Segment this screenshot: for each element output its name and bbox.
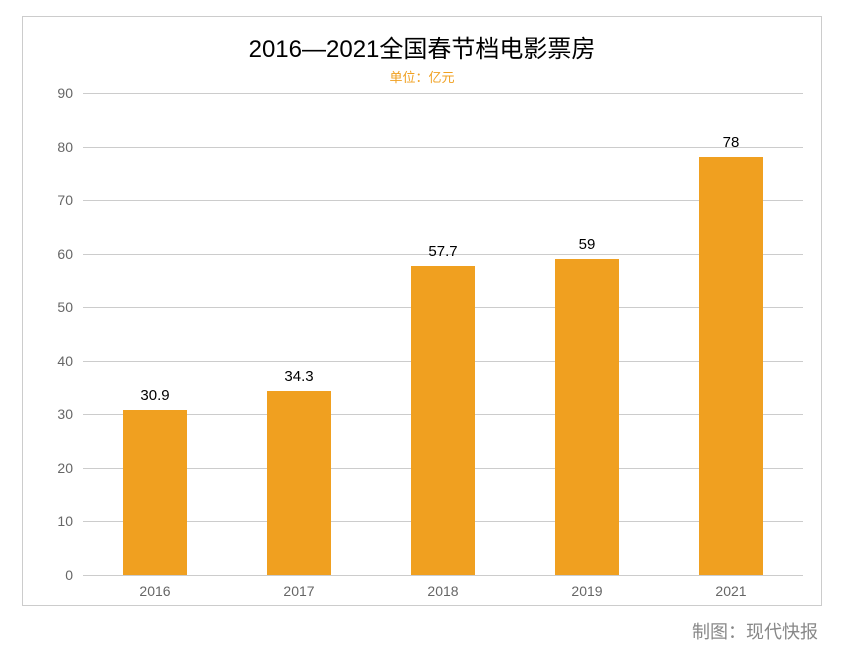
y-tick-label: 10 xyxy=(57,513,73,529)
y-tick-label: 90 xyxy=(57,85,73,101)
chart-container: 2016—2021全国春节档电影票房单位：亿元 30.9 34.3 57.7 59 78 0… xyxy=(22,16,822,606)
y-tick-label: 70 xyxy=(57,192,73,208)
y-tick-label: 40 xyxy=(57,353,73,369)
bar-value-label: 57.7 xyxy=(428,243,457,260)
x-tick-label: 2018 xyxy=(427,583,458,599)
x-tick-label: 2021 xyxy=(715,583,746,599)
bar-value-label: 59 xyxy=(579,236,596,253)
bar xyxy=(699,157,764,575)
gridline xyxy=(83,575,803,576)
bar-value-label: 34.3 xyxy=(284,368,313,385)
gridline xyxy=(83,93,803,94)
bar xyxy=(411,266,476,575)
plot-area: 30.9 34.3 57.7 59 78 xyxy=(83,93,803,575)
bar xyxy=(267,391,332,575)
y-tick-label: 80 xyxy=(57,139,73,155)
x-tick-label: 2017 xyxy=(283,583,314,599)
y-tick-label: 50 xyxy=(57,299,73,315)
y-tick-label: 20 xyxy=(57,460,73,476)
bar xyxy=(555,259,620,575)
credit-text: 制图：现代快报 xyxy=(692,618,818,644)
bar xyxy=(123,410,188,575)
gridline xyxy=(83,147,803,148)
chart-subtitle: 单位：亿元 xyxy=(23,67,821,86)
x-tick-label: 2019 xyxy=(571,583,602,599)
bar-value-label: 78 xyxy=(723,134,740,151)
bar-value-label: 30.9 xyxy=(140,387,169,404)
x-tick-label: 2016 xyxy=(139,583,170,599)
chart-title: 2016—2021全国春节档电影票房 xyxy=(23,29,821,64)
y-tick-label: 30 xyxy=(57,406,73,422)
y-tick-label: 0 xyxy=(65,567,73,583)
gridline xyxy=(83,200,803,201)
y-tick-label: 60 xyxy=(57,246,73,262)
